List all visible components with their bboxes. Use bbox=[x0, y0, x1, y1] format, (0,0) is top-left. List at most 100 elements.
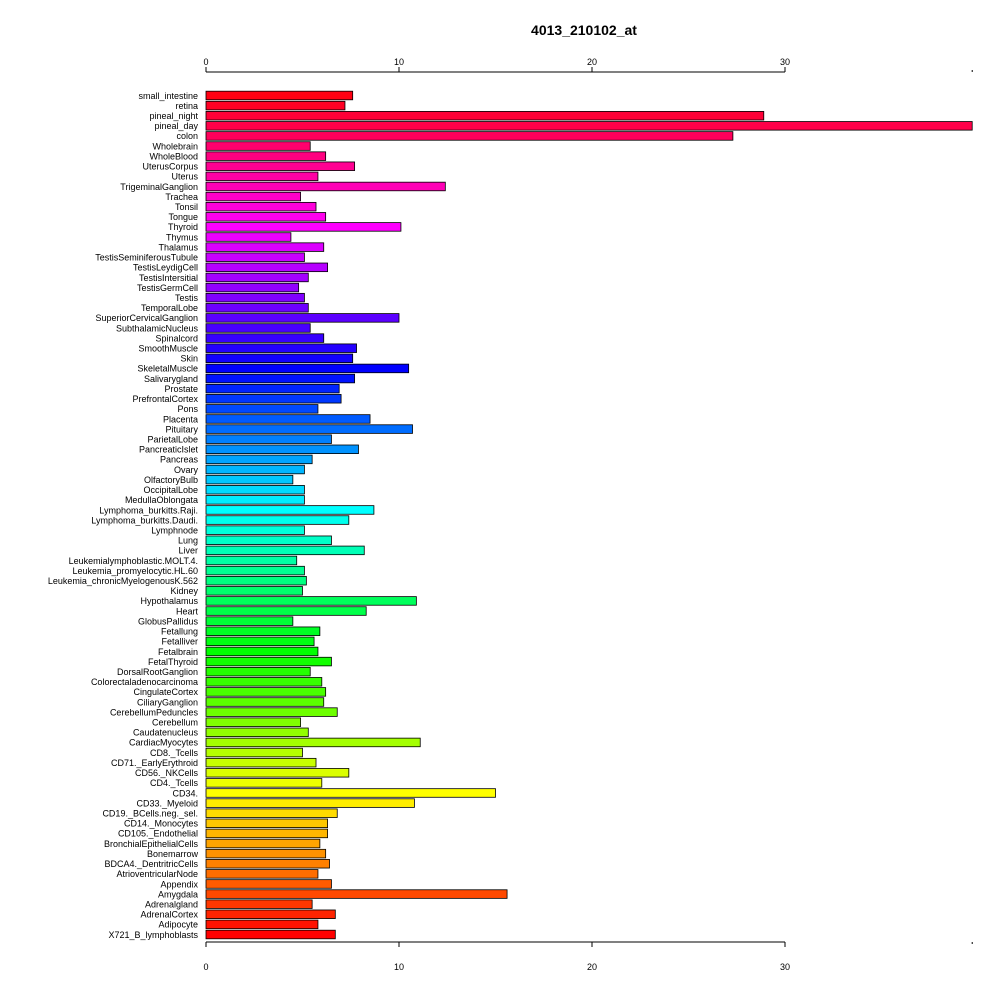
bar-TestisLeydigCell bbox=[205, 262, 328, 273]
bar-SmoothMuscle bbox=[205, 343, 357, 353]
category-label: TestisSeminiferousTubule bbox=[95, 253, 198, 263]
bar-CD71._EarlyErythroid bbox=[205, 757, 317, 768]
category-label: small_intestine bbox=[138, 91, 198, 101]
category-label: Thalamus bbox=[158, 242, 198, 252]
bar-TestisIntersitial bbox=[205, 272, 309, 283]
category-labels: small_intestineretinapineal_nightpineal_… bbox=[48, 91, 199, 940]
axes: 0 10 20 30 0 10 20 30 bbox=[203, 57, 973, 972]
top-axis-tick-label: 20 bbox=[587, 57, 597, 67]
bar-AdrenalCortex bbox=[205, 909, 336, 919]
bar-CD105._Endothelial bbox=[205, 828, 328, 839]
category-label: Pituitary bbox=[165, 424, 198, 434]
bar-retina bbox=[205, 100, 346, 111]
category-label: Testis bbox=[175, 293, 199, 303]
bar-Tonsil bbox=[205, 201, 317, 212]
bar-TestisSeminiferousTubule bbox=[205, 252, 305, 262]
category-label: Placenta bbox=[163, 414, 198, 424]
category-label: CerebellumPeduncles bbox=[110, 707, 199, 717]
category-label: Leukemialymphoblastic.MOLT.4. bbox=[69, 556, 198, 566]
bar-Lymphoma_burkitts.Daudi. bbox=[205, 515, 350, 525]
bar-PancreaticIslet bbox=[205, 444, 359, 455]
category-label: GlobusPallidus bbox=[138, 616, 199, 626]
category-label: Spinalcord bbox=[155, 333, 198, 343]
bar-pineal_day bbox=[205, 121, 973, 131]
bar-CD4._Tcells bbox=[205, 778, 323, 788]
bar-TemporalLobe bbox=[205, 303, 309, 313]
bar-Leukemia_promyelocytic.HL.60 bbox=[205, 565, 305, 576]
bar-Bonemarrow bbox=[205, 848, 327, 859]
bar-SkeletalMuscle bbox=[205, 363, 410, 374]
bar-CD34. bbox=[205, 788, 496, 798]
bar-Placenta bbox=[205, 414, 371, 424]
category-label: Appendix bbox=[160, 879, 198, 889]
bar-Lymphnode bbox=[205, 525, 305, 535]
bar-Fetalbrain bbox=[205, 646, 319, 657]
bar-CardiacMyocytes bbox=[205, 737, 421, 748]
bar-Thymus bbox=[205, 232, 292, 242]
bar-Liver bbox=[205, 545, 365, 556]
category-label: CD105._Endothelial bbox=[118, 829, 198, 839]
category-label: Ovary bbox=[174, 465, 199, 475]
category-label: Fetallung bbox=[161, 627, 198, 637]
bar-ParietalLobe bbox=[205, 434, 332, 444]
chart-title: 4013_210102_at bbox=[531, 22, 637, 38]
category-label: AdrenalCortex bbox=[140, 910, 198, 920]
category-label: Cerebellum bbox=[152, 718, 198, 728]
category-label: Caudatenucleus bbox=[133, 728, 199, 738]
category-label: CD71._EarlyErythroid bbox=[111, 758, 198, 768]
category-label: UterusCorpus bbox=[142, 162, 198, 172]
bar-Adipocyte bbox=[205, 919, 319, 930]
top-axis-tick-label: 30 bbox=[780, 57, 790, 67]
bar-Caudatenucleus bbox=[205, 727, 309, 738]
bar-Uterus bbox=[205, 171, 319, 182]
bar-TestisGermCell bbox=[205, 282, 300, 293]
bottom-axis-tick-label: 20 bbox=[587, 962, 597, 972]
category-label: Lung bbox=[178, 536, 198, 546]
category-label: SmoothMuscle bbox=[138, 344, 198, 354]
category-label: Skin bbox=[180, 354, 198, 364]
bottom-axis-tick-label: 0 bbox=[203, 962, 208, 972]
bar-OccipitalLobe bbox=[205, 485, 305, 495]
bar-PrefrontalCortex bbox=[205, 394, 342, 404]
bar-MedullaOblongata bbox=[205, 495, 305, 505]
bar-SubthalamicNucleus bbox=[205, 323, 311, 333]
bar-OlfactoryBulb bbox=[205, 474, 294, 485]
category-label: SuperiorCervicalGanglion bbox=[95, 313, 198, 323]
category-label: Bonemarrow bbox=[147, 849, 199, 859]
category-label: DorsalRootGanglion bbox=[117, 667, 198, 677]
bar-Kidney bbox=[205, 586, 303, 596]
category-label: Tongue bbox=[168, 212, 198, 222]
bar-CerebellumPeduncles bbox=[205, 707, 338, 717]
bar-CD8._Tcells bbox=[205, 747, 303, 758]
bar-CD19._BCells.neg._sel. bbox=[205, 808, 338, 818]
category-label: pineal_night bbox=[149, 111, 198, 121]
category-label: Salivarygland bbox=[144, 374, 198, 384]
category-label: Prostate bbox=[164, 384, 198, 394]
category-label: CD4._Tcells bbox=[150, 778, 199, 788]
category-label: Tonsil bbox=[175, 202, 198, 212]
category-label: Leukemia_promyelocytic.HL.60 bbox=[72, 566, 198, 576]
category-label: Lymphnode bbox=[151, 525, 198, 535]
category-label: BDCA4._DentritricCells bbox=[104, 859, 198, 869]
category-label: X721_B_lymphoblasts bbox=[108, 930, 198, 940]
bar-Hypothalamus bbox=[205, 596, 417, 606]
bar-Trachea bbox=[205, 191, 301, 202]
bar-Appendix bbox=[205, 879, 332, 889]
bar-Lung bbox=[205, 535, 332, 545]
category-label: TestisLeydigCell bbox=[133, 263, 198, 273]
category-label: CD19._BCells.neg._sel. bbox=[102, 809, 198, 819]
category-label: Adipocyte bbox=[158, 920, 198, 930]
category-label: FetalThyroid bbox=[148, 657, 198, 667]
bar-Tongue bbox=[205, 212, 327, 222]
bar-Leukemia_chronicMyelogenousK.562 bbox=[205, 576, 307, 586]
bar-Leukemialymphoblastic.MOLT.4. bbox=[205, 555, 298, 566]
category-label: CardiacMyocytes bbox=[129, 738, 199, 748]
bar-DorsalRootGanglion bbox=[205, 666, 311, 677]
bar-X721_B_lymphoblasts bbox=[205, 929, 336, 940]
bar-Ovary bbox=[205, 464, 305, 475]
category-label: Lymphoma_burkitts.Daudi. bbox=[91, 515, 198, 525]
category-label: Colorectaladenocarcinoma bbox=[91, 677, 198, 687]
bar-small_intestine bbox=[205, 90, 354, 101]
category-label: Wholebrain bbox=[152, 141, 198, 151]
